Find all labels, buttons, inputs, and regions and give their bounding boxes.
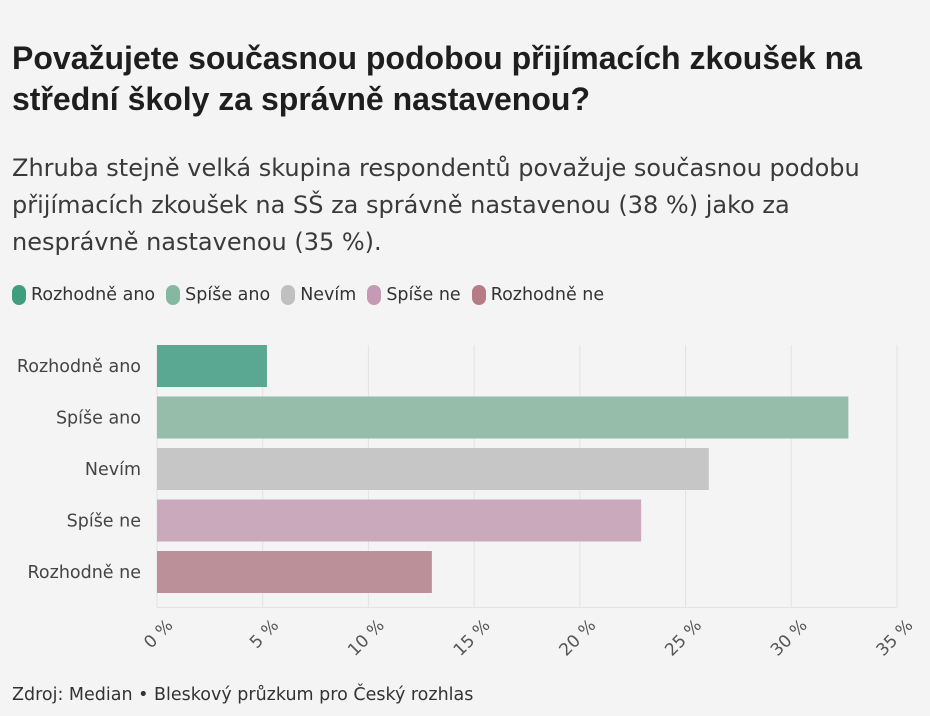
- legend-item-rozhodne-ne: Rozhodně ne: [471, 285, 605, 305]
- legend-swatch: [471, 285, 486, 305]
- legend-item-nevim: Nevím: [281, 285, 356, 305]
- bar: [157, 345, 267, 387]
- x-tick-label: 35 %: [873, 616, 918, 661]
- bar: [157, 396, 849, 439]
- category-label: Spíše ano: [56, 409, 141, 429]
- legend-label: Spíše ano: [185, 285, 271, 305]
- x-tick-label: 20 %: [556, 616, 601, 661]
- x-tick-label: 0 %: [140, 616, 177, 653]
- legend-item-spise-ano: Spíše ano: [166, 285, 270, 305]
- chart-subtitle: Zhruba stejně velká skupina respondentů …: [12, 154, 860, 256]
- bar-chart: Rozhodně ano Spíše ano Nevím Spíše ne Rozhod…: [17, 345, 918, 661]
- bar: [157, 499, 642, 542]
- legend-swatch: [166, 285, 181, 305]
- legend-label: Spíše ne: [386, 285, 461, 305]
- chart-title: Považujete současnou podobou přijímacích…: [12, 40, 862, 117]
- x-tick-label: 30 %: [767, 616, 812, 661]
- x-tick-label: 25 %: [661, 616, 706, 661]
- legend-item-spise-ne: Spíše ne: [367, 285, 461, 305]
- category-label: Rozhodně ne: [28, 563, 141, 583]
- legend-label: Rozhodně ano: [31, 285, 156, 305]
- category-label: Spíše ne: [67, 512, 141, 532]
- legend-swatch: [281, 285, 296, 305]
- legend: Rozhodně ano Spíše ano Nevím Spíše ne Ro…: [12, 285, 615, 305]
- bar: [157, 448, 709, 490]
- legend-label: Nevím: [300, 285, 357, 305]
- bar: [157, 551, 432, 593]
- x-tick-label: 15 %: [450, 616, 495, 661]
- legend-swatch: [367, 285, 382, 305]
- legend-swatch: [12, 285, 26, 305]
- x-tick-label: 5 %: [246, 616, 283, 653]
- category-label: Rozhodně ano: [17, 357, 141, 377]
- legend-item-rozhodne-ano: Rozhodně ano: [12, 285, 155, 305]
- category-label: Nevím: [85, 460, 141, 480]
- x-tick-label: 10 %: [344, 616, 389, 661]
- legend-label: Rozhodně ne: [490, 285, 605, 305]
- source-footer: Zdroj: Median • Bleskový průzkum pro Čes…: [12, 685, 474, 705]
